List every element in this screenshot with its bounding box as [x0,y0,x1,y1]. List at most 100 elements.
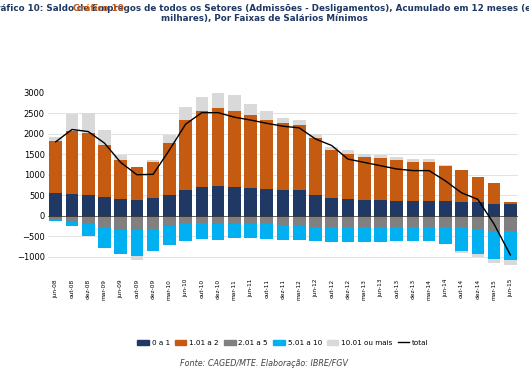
Bar [504,216,517,231]
Bar [439,165,452,166]
Bar [179,224,192,240]
Bar [374,158,387,200]
Bar [212,216,224,224]
Bar [179,216,192,224]
Bar [163,226,176,245]
Bar [212,186,224,216]
Bar [260,189,273,216]
Bar [325,151,338,198]
Bar [358,157,370,200]
Bar [439,201,452,216]
Bar [325,216,338,227]
Bar [260,111,273,120]
Bar [163,135,176,144]
Bar [504,231,517,260]
Bar [471,216,484,229]
Bar [131,216,143,230]
Bar [228,95,241,111]
Bar [244,115,257,188]
Bar [196,216,208,223]
Bar [277,225,289,240]
Bar [82,113,95,133]
Bar [49,219,62,221]
Bar [82,133,95,195]
Bar [293,125,306,190]
Bar [49,193,62,216]
Bar [309,226,322,241]
Bar [66,194,78,216]
Bar [309,134,322,138]
Bar [455,251,468,253]
Bar [488,204,500,216]
Bar [228,224,241,238]
Bar [325,147,338,151]
Bar [114,199,127,216]
Bar [228,111,241,187]
Bar [277,123,289,189]
Bar [260,216,273,225]
Bar [374,227,387,242]
Bar [325,227,338,242]
Bar [98,145,111,196]
Bar [228,216,241,224]
Bar [471,202,484,216]
Bar [293,190,306,216]
Bar [196,223,208,239]
Bar [163,216,176,226]
Bar [325,198,338,216]
Bar [114,230,127,254]
Bar [196,188,208,216]
Text: Fonte: CAGED/MTE. Elaboração: IBRE/FGV: Fonte: CAGED/MTE. Elaboração: IBRE/FGV [180,359,349,368]
Bar [66,131,78,194]
Bar [277,216,289,225]
Bar [374,216,387,227]
Bar [407,226,419,241]
Legend: 0 a 1, 1.01 a 2, 2.01 a 5, 5.01 a 10, 10.01 ou mais, total: 0 a 1, 1.01 a 2, 2.01 a 5, 5.01 a 10, 10… [134,337,432,349]
Bar [293,226,306,240]
Bar [163,144,176,195]
Bar [342,227,354,242]
Bar [131,256,143,260]
Bar [358,200,370,216]
Bar [390,201,403,216]
Bar [82,216,95,224]
Bar [147,216,159,229]
Bar [309,216,322,226]
Bar [293,216,306,226]
Bar [455,170,468,202]
Bar [98,216,111,227]
Bar [114,159,127,199]
Bar [212,108,224,186]
Bar [407,162,419,201]
Bar [455,202,468,216]
Bar [131,200,143,216]
Text: Gráfico 10:: Gráfico 10: [73,4,127,13]
Bar [260,225,273,239]
Bar [342,154,354,199]
Bar [293,120,306,125]
Bar [309,195,322,216]
Bar [504,202,517,204]
Bar [423,216,435,226]
Bar [147,162,159,198]
Bar [407,201,419,216]
Bar [358,216,370,227]
Bar [49,216,62,219]
Bar [114,155,127,159]
Bar [342,216,354,227]
Bar [407,159,419,162]
Bar [49,141,62,193]
Bar [131,230,143,256]
Bar [488,182,500,204]
Bar [244,216,257,224]
Bar [423,159,435,162]
Bar [471,254,484,256]
Bar [163,195,176,216]
Bar [131,167,143,200]
Bar [66,216,78,222]
Bar [114,216,127,230]
Bar [277,189,289,216]
Bar [66,114,78,131]
Bar [98,227,111,248]
Bar [277,118,289,123]
